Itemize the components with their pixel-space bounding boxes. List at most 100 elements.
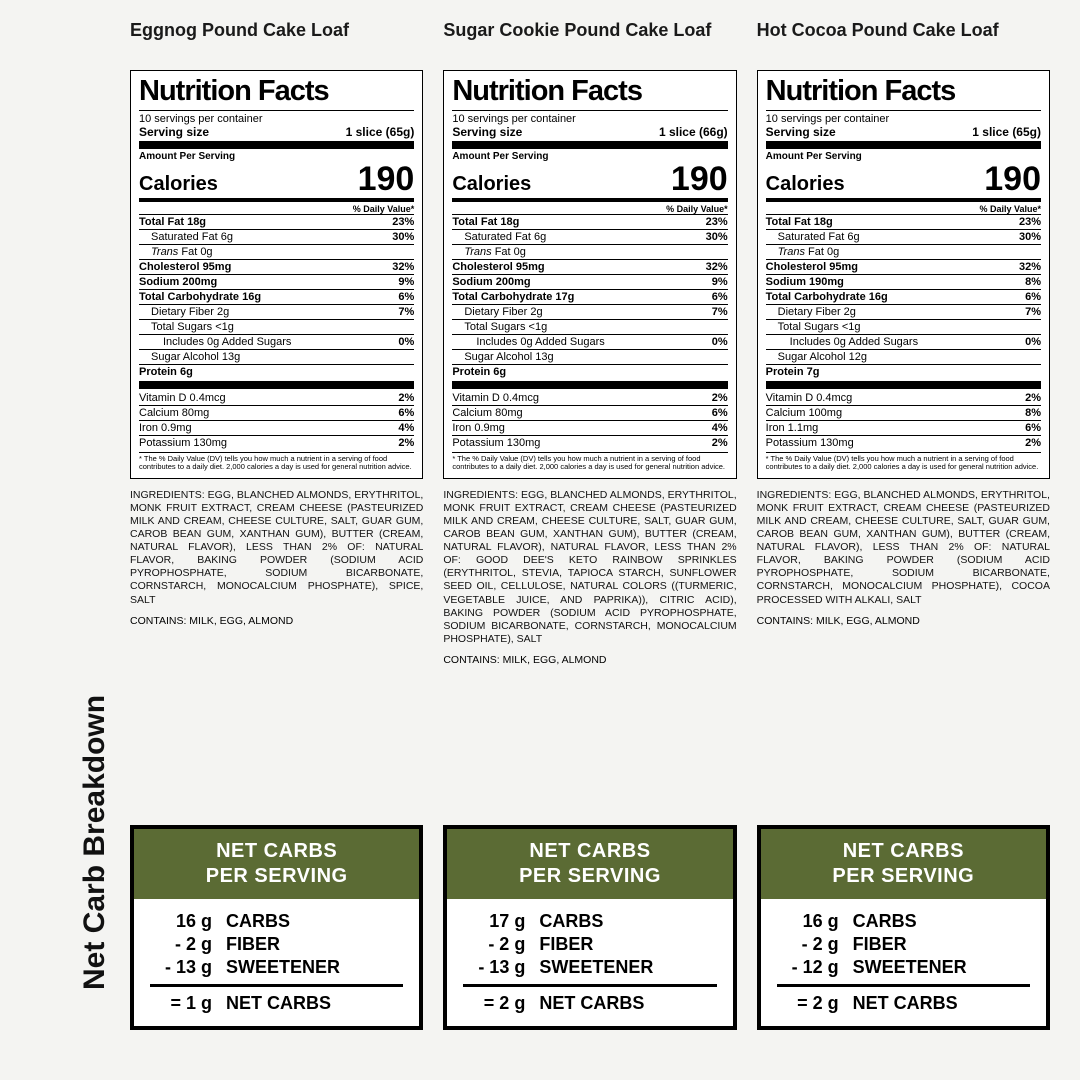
netcarb-box: NET CARBSPER SERVING17 gCARBS- 2 gFIBER-… bbox=[443, 825, 736, 1030]
netcarb-header: NET CARBSPER SERVING bbox=[761, 829, 1046, 899]
product-title: Hot Cocoa Pound Cake Loaf bbox=[757, 20, 1050, 64]
contains: CONTAINS: MILK, EGG, ALMOND bbox=[443, 654, 736, 666]
product-column: Hot Cocoa Pound Cake Loaf Nutrition Facts… bbox=[757, 20, 1050, 666]
nutrient-row: Total Sugars <1g bbox=[139, 319, 414, 334]
nutrient-row: Trans Fat 0g bbox=[452, 244, 727, 259]
serving-size-row: Serving size1 slice (65g) bbox=[139, 125, 414, 139]
nutrient-row: Iron 0.9mg4% bbox=[139, 420, 414, 435]
nutrient-row: Vitamin D 0.4mcg2% bbox=[766, 391, 1041, 405]
calories-row: Calories190 bbox=[139, 162, 414, 196]
netcarb-body: 16 gCARBS- 2 gFIBER- 13 gSWEETENER = 1 gN… bbox=[134, 899, 419, 1026]
nutrient-row: Saturated Fat 6g30% bbox=[139, 229, 414, 244]
nutrient-row: Total Fat 18g23% bbox=[766, 214, 1041, 229]
servings-per: 10 servings per container bbox=[139, 113, 414, 125]
nutrient-row: Total Carbohydrate 16g6% bbox=[139, 289, 414, 304]
ingredients: INGREDIENTS: EGG, BLANCHED ALMONDS, ERYT… bbox=[757, 489, 1050, 607]
nutrient-row: Total Fat 18g23% bbox=[452, 214, 727, 229]
netcarb-header: NET CARBSPER SERVING bbox=[134, 829, 419, 899]
nutrient-row: Vitamin D 0.4mcg2% bbox=[452, 391, 727, 405]
netcarb-net: = 1 gNET CARBS bbox=[150, 993, 403, 1014]
nutrient-row: Sugar Alcohol 13g bbox=[139, 349, 414, 364]
netcarb-sweetener: - 13 gSWEETENER bbox=[463, 957, 716, 978]
nutrient-row: Calcium 100mg8% bbox=[766, 405, 1041, 420]
nutrient-row: Potassium 130mg2% bbox=[139, 435, 414, 450]
netcarb-net: = 2 gNET CARBS bbox=[463, 993, 716, 1014]
nutrient-row: Iron 1.1mg6% bbox=[766, 420, 1041, 435]
nutrient-row: Protein 6g bbox=[452, 364, 727, 379]
nutrient-row: Protein 7g bbox=[766, 364, 1041, 379]
nutrient-row: Trans Fat 0g bbox=[766, 244, 1041, 259]
nutrient-row: Sodium 200mg9% bbox=[452, 274, 727, 289]
vertical-label: Net Carb Breakdown bbox=[78, 695, 112, 990]
product-title: Sugar Cookie Pound Cake Loaf bbox=[443, 20, 736, 64]
netcarb-carbs: 16 gCARBS bbox=[150, 911, 403, 932]
nutrient-row: Total Sugars <1g bbox=[766, 319, 1041, 334]
product-column: Sugar Cookie Pound Cake Loaf Nutrition Fa… bbox=[443, 20, 736, 666]
netcarb-header: NET CARBSPER SERVING bbox=[447, 829, 732, 899]
netcarb-fiber: - 2 gFIBER bbox=[463, 934, 716, 955]
daily-value-header: % Daily Value* bbox=[139, 204, 414, 214]
netcarb-sweetener: - 13 gSWEETENER bbox=[150, 957, 403, 978]
netcarb-carbs: 16 gCARBS bbox=[777, 911, 1030, 932]
nutrient-row: Trans Fat 0g bbox=[139, 244, 414, 259]
nutrient-row: Calcium 80mg6% bbox=[452, 405, 727, 420]
nutrient-row: Cholesterol 95mg32% bbox=[139, 259, 414, 274]
dv-footnote: * The % Daily Value (DV) tells you how m… bbox=[139, 452, 414, 472]
product-title: Eggnog Pound Cake Loaf bbox=[130, 20, 423, 64]
nutrient-row: Potassium 130mg2% bbox=[452, 435, 727, 450]
ingredients: INGREDIENTS: EGG, BLANCHED ALMONDS, ERYT… bbox=[443, 489, 736, 647]
calories-row: Calories190 bbox=[766, 162, 1041, 196]
nutrient-row: Cholesterol 95mg32% bbox=[452, 259, 727, 274]
daily-value-header: % Daily Value* bbox=[452, 204, 727, 214]
serving-size-row: Serving size1 slice (66g) bbox=[452, 125, 727, 139]
nutrition-facts-title: Nutrition Facts bbox=[452, 77, 727, 108]
nutrient-row: Saturated Fat 6g30% bbox=[766, 229, 1041, 244]
netcarb-fiber: - 2 gFIBER bbox=[150, 934, 403, 955]
ingredients: INGREDIENTS: EGG, BLANCHED ALMONDS, ERYT… bbox=[130, 489, 423, 607]
serving-size-row: Serving size1 slice (65g) bbox=[766, 125, 1041, 139]
nutrient-row: Total Sugars <1g bbox=[452, 319, 727, 334]
panels-row: Eggnog Pound Cake Loaf Nutrition Facts 10 … bbox=[130, 20, 1050, 666]
nutrient-row: Sugar Alcohol 13g bbox=[452, 349, 727, 364]
netcarb-carbs: 17 gCARBS bbox=[463, 911, 716, 932]
contains: CONTAINS: MILK, EGG, ALMOND bbox=[757, 615, 1050, 627]
nutrient-row: Saturated Fat 6g30% bbox=[452, 229, 727, 244]
nutrient-row: Cholesterol 95mg32% bbox=[766, 259, 1041, 274]
netcarb-body: 17 gCARBS- 2 gFIBER- 13 gSWEETENER = 2 gN… bbox=[447, 899, 732, 1026]
nutrition-facts-title: Nutrition Facts bbox=[766, 77, 1041, 108]
nutrient-row: Dietary Fiber 2g7% bbox=[452, 304, 727, 319]
servings-per: 10 servings per container bbox=[452, 113, 727, 125]
netcarb-row: NET CARBSPER SERVING16 gCARBS- 2 gFIBER-… bbox=[130, 825, 1050, 1030]
nutrient-row: Total Fat 18g23% bbox=[139, 214, 414, 229]
netcarb-body: 16 gCARBS- 2 gFIBER- 12 gSWEETENER = 2 gN… bbox=[761, 899, 1046, 1026]
dv-footnote: * The % Daily Value (DV) tells you how m… bbox=[766, 452, 1041, 472]
servings-per: 10 servings per container bbox=[766, 113, 1041, 125]
nutrient-row: Potassium 130mg2% bbox=[766, 435, 1041, 450]
nutrient-row: Iron 0.9mg4% bbox=[452, 420, 727, 435]
nutrient-row: Sodium 200mg9% bbox=[139, 274, 414, 289]
nutrition-facts-title: Nutrition Facts bbox=[139, 77, 414, 108]
calories-row: Calories190 bbox=[452, 162, 727, 196]
nutrition-panel: Nutrition Facts 10 servings per container… bbox=[130, 70, 423, 479]
nutrient-row: Protein 6g bbox=[139, 364, 414, 379]
nutrient-row: Total Carbohydrate 16g6% bbox=[766, 289, 1041, 304]
nutrition-panel: Nutrition Facts 10 servings per container… bbox=[443, 70, 736, 479]
nutrient-row: Includes 0g Added Sugars0% bbox=[766, 334, 1041, 349]
nutrient-row: Vitamin D 0.4mcg2% bbox=[139, 391, 414, 405]
contains: CONTAINS: MILK, EGG, ALMOND bbox=[130, 615, 423, 627]
nutrition-panel: Nutrition Facts 10 servings per container… bbox=[757, 70, 1050, 479]
dv-footnote: * The % Daily Value (DV) tells you how m… bbox=[452, 452, 727, 472]
netcarb-box: NET CARBSPER SERVING16 gCARBS- 2 gFIBER-… bbox=[757, 825, 1050, 1030]
nutrient-row: Includes 0g Added Sugars0% bbox=[452, 334, 727, 349]
nutrient-row: Sodium 190mg8% bbox=[766, 274, 1041, 289]
netcarb-net: = 2 gNET CARBS bbox=[777, 993, 1030, 1014]
daily-value-header: % Daily Value* bbox=[766, 204, 1041, 214]
nutrient-row: Dietary Fiber 2g7% bbox=[139, 304, 414, 319]
nutrient-row: Includes 0g Added Sugars0% bbox=[139, 334, 414, 349]
netcarb-fiber: - 2 gFIBER bbox=[777, 934, 1030, 955]
product-column: Eggnog Pound Cake Loaf Nutrition Facts 10 … bbox=[130, 20, 423, 666]
nutrient-row: Calcium 80mg6% bbox=[139, 405, 414, 420]
netcarb-sweetener: - 12 gSWEETENER bbox=[777, 957, 1030, 978]
netcarb-box: NET CARBSPER SERVING16 gCARBS- 2 gFIBER-… bbox=[130, 825, 423, 1030]
nutrient-row: Total Carbohydrate 17g6% bbox=[452, 289, 727, 304]
